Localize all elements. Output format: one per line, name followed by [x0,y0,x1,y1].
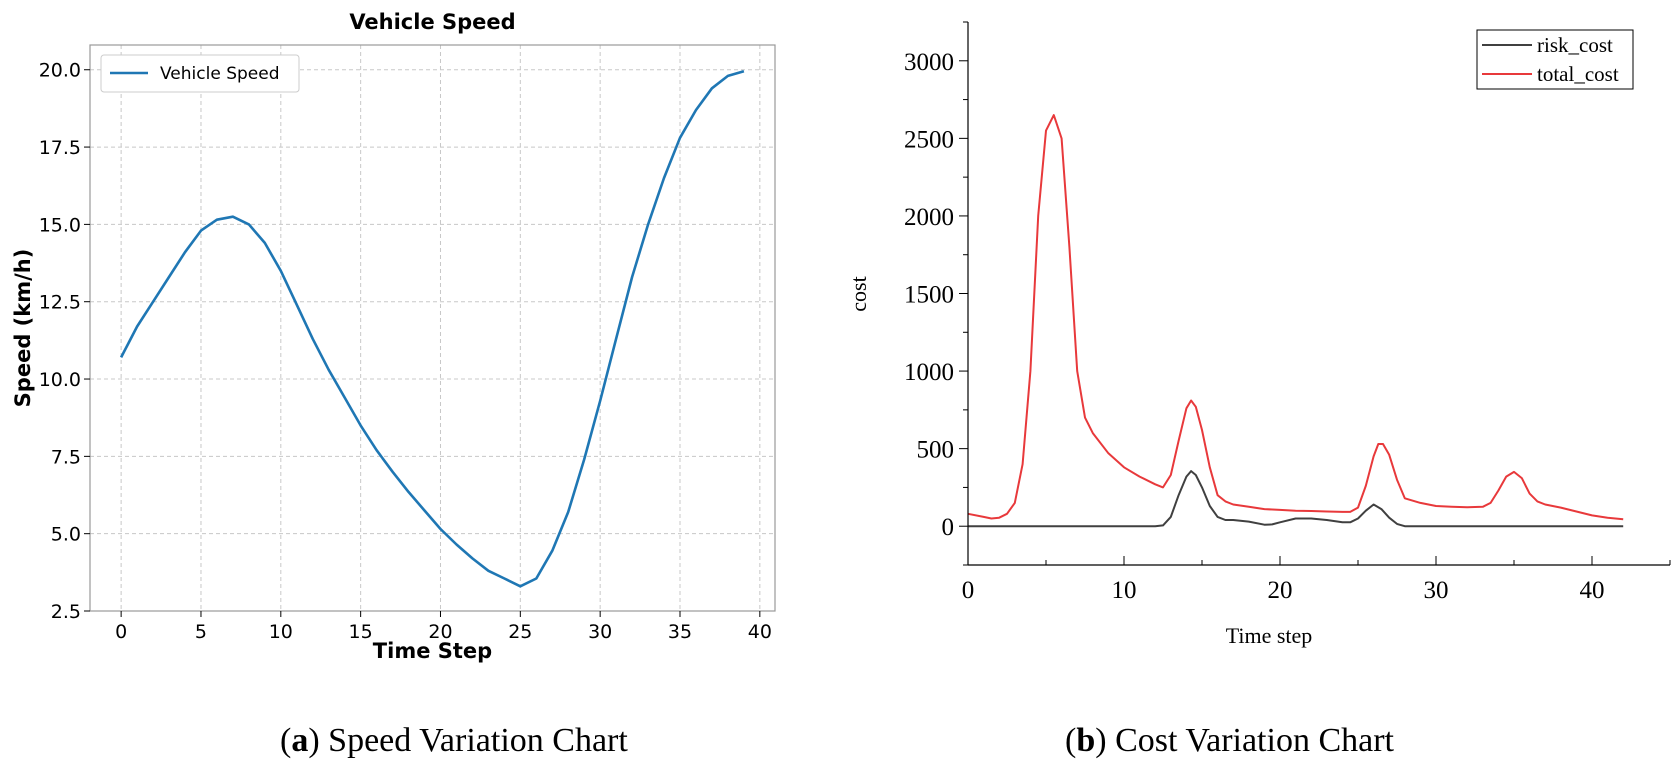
speed-x-tick-label: 25 [508,621,532,643]
cost-y-tick-label: 0 [942,514,955,541]
cost-y-tick-label: 2500 [904,126,954,153]
speed-y-tick-label: 2.5 [51,601,81,623]
cost-series-line-risk [968,470,1624,528]
speed-x-axis-label: Time Step [373,639,492,663]
cost-series-line-total [967,114,1624,521]
caption-b: (b) Cost Variation Chart [1065,722,1394,759]
speed-x-tick-label: 20 [428,621,452,643]
cost-y-axis-label: cost [846,276,871,311]
caption-a-text: Speed Variation Chart [328,722,628,759]
speed-legend: Vehicle Speed [100,54,300,93]
speed-series [119,70,745,588]
cost-x-tick-label: 10 [1112,577,1137,604]
speed-y-tick-label: 5.0 [51,524,81,546]
speed-y-axis-label: Speed (km/h) [11,249,35,408]
cost-legend-label-risk: risk_cost [1537,33,1613,57]
speed-y-tick-label: 15.0 [39,214,81,236]
speed-x-ticks: 0 5 10 15 20 25 30 35 40 [115,611,772,643]
cost-x-tick-label: 40 [1580,577,1605,604]
cost-y-tick-label: 1500 [904,282,954,309]
speed-chart-title: Vehicle Speed [349,10,515,34]
speed-x-tick-label: 30 [588,621,612,643]
chart-cost: 0 10 20 30 40 0 500 1000 1500 2000 2500 3000 Time … [846,21,1671,648]
cost-legend-box [1476,29,1634,90]
cost-y-tick-label: 1000 [904,359,954,386]
chart-speed: 0 5 10 15 20 25 30 35 40 2.5 5.0 7.5 10.0 12.5 15.0 17… [11,10,776,663]
speed-x-tick-label: 5 [195,621,207,643]
cost-y-tick-label: 2000 [904,204,954,231]
speed-y-tick-label: 12.5 [39,292,81,314]
cost-x-tick-label: 30 [1424,577,1449,604]
speed-x-tick-label: 40 [748,621,772,643]
speed-y-tick-label: 7.5 [51,446,81,468]
cost-x-axis-label: Time step [1226,623,1313,648]
cost-series [967,114,1624,528]
cost-y-tick-label: 3000 [904,49,954,76]
cost-y-ticks: 0 500 1000 1500 2000 2500 3000 [904,21,968,566]
speed-y-tick-label: 17.5 [39,137,81,159]
speed-grid [90,45,775,612]
caption-b-text: Cost Variation Chart [1115,722,1394,759]
speed-y-ticks: 2.5 5.0 7.5 10.0 12.5 15.0 17.5 20.0 [39,60,90,623]
speed-plot-frame [89,44,776,612]
caption-a-letter: a [291,722,309,759]
speed-y-tick-label: 20.0 [39,60,81,82]
speed-x-tick-label: 15 [349,621,373,643]
cost-x-tick-label: 0 [962,577,975,604]
speed-x-tick-label: 0 [115,621,127,643]
speed-series-line [119,70,745,588]
caption-a: (a) Speed Variation Chart [280,722,628,759]
cost-legend-label-total: total_cost [1537,62,1619,86]
speed-x-tick-label: 35 [668,621,692,643]
speed-y-tick-label: 10.0 [39,369,81,391]
caption-b-letter: b [1076,722,1096,759]
speed-legend-label: Vehicle Speed [160,64,280,84]
cost-x-ticks: 0 10 20 30 40 [962,556,1671,604]
cost-legend: risk_cost total_cost [1476,29,1634,90]
cost-y-tick-label: 500 [917,437,955,464]
speed-x-tick-label: 10 [269,621,293,643]
speed-legend-box [100,54,300,93]
cost-x-tick-label: 20 [1268,577,1293,604]
